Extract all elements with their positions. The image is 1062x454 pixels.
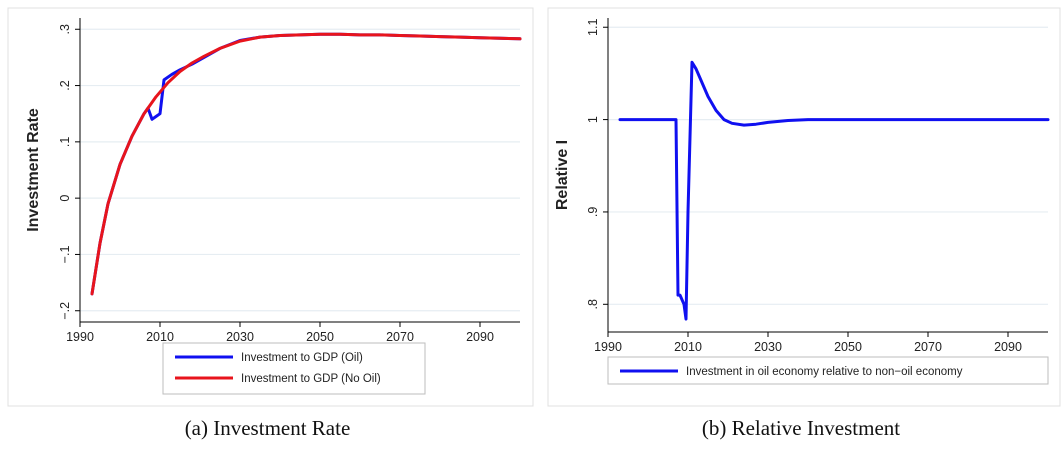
y-tick-label: .8 — [586, 299, 600, 309]
x-tick-label: 2050 — [834, 340, 862, 354]
x-tick-label: 1990 — [594, 340, 622, 354]
outer-frame — [547, 7, 1061, 407]
y-tick-label: .1 — [58, 137, 72, 147]
investment-rate-chart: −.2 −.1 0 .1 .2 .3 1990 2010 2030 2050 2070 2090 Inv… — [7, 7, 534, 407]
outer-frame — [7, 7, 534, 407]
x-tick-label: 2070 — [914, 340, 942, 354]
legend-label-1: Investment to GDP (No Oil) — [241, 373, 381, 385]
x-tick-label: 1990 — [66, 330, 94, 344]
chart-panel-investment-rate: −.2 −.1 0 .1 .2 .3 1990 2010 2030 2050 2070 2090 Inv… — [0, 0, 535, 417]
x-tick-label: 2030 — [754, 340, 782, 354]
y-tick-label: .3 — [58, 24, 72, 34]
x-tick-label: 2050 — [306, 330, 334, 344]
series-line-0 — [618, 60, 1050, 321]
legend-box — [162, 342, 426, 395]
y-axis-label: Relative I — [554, 140, 571, 210]
y-tick-label: .9 — [586, 207, 600, 217]
series-line-1 — [90, 32, 522, 296]
legend-label-0: Investment in oil economy relative to no… — [686, 366, 963, 378]
caption-relative-investment: (b) Relative Investment — [701, 416, 901, 440]
x-tick-label: 2010 — [146, 330, 174, 344]
y-tick-label: 1 — [586, 116, 600, 123]
legend-label-0: Investment to GDP (Oil) — [241, 352, 363, 364]
y-tick-label: −.2 — [58, 302, 72, 320]
x-tick-label: 2010 — [674, 340, 702, 354]
chart-panel-relative-investment: .8 .9 1 1.1 1990 2010 2030 2050 2070 2090 Relative… — [540, 0, 1062, 417]
y-tick-label: 0 — [58, 195, 72, 202]
x-tick-label: 2090 — [994, 340, 1022, 354]
y-tick-label: 1.1 — [586, 19, 600, 36]
y-tick-label: −.1 — [58, 246, 72, 264]
x-tick-label: 2070 — [386, 330, 414, 344]
legend-box — [607, 356, 1049, 385]
x-tick-label: 2030 — [226, 330, 254, 344]
relative-investment-chart: .8 .9 1 1.1 1990 2010 2030 2050 2070 2090 Relative… — [547, 7, 1061, 407]
x-tick-label: 2090 — [466, 330, 494, 344]
y-axis-label: Investment Rate — [25, 108, 42, 232]
y-tick-label: .2 — [58, 80, 72, 90]
caption-investment-rate: (a) Investment Rate — [184, 416, 351, 440]
